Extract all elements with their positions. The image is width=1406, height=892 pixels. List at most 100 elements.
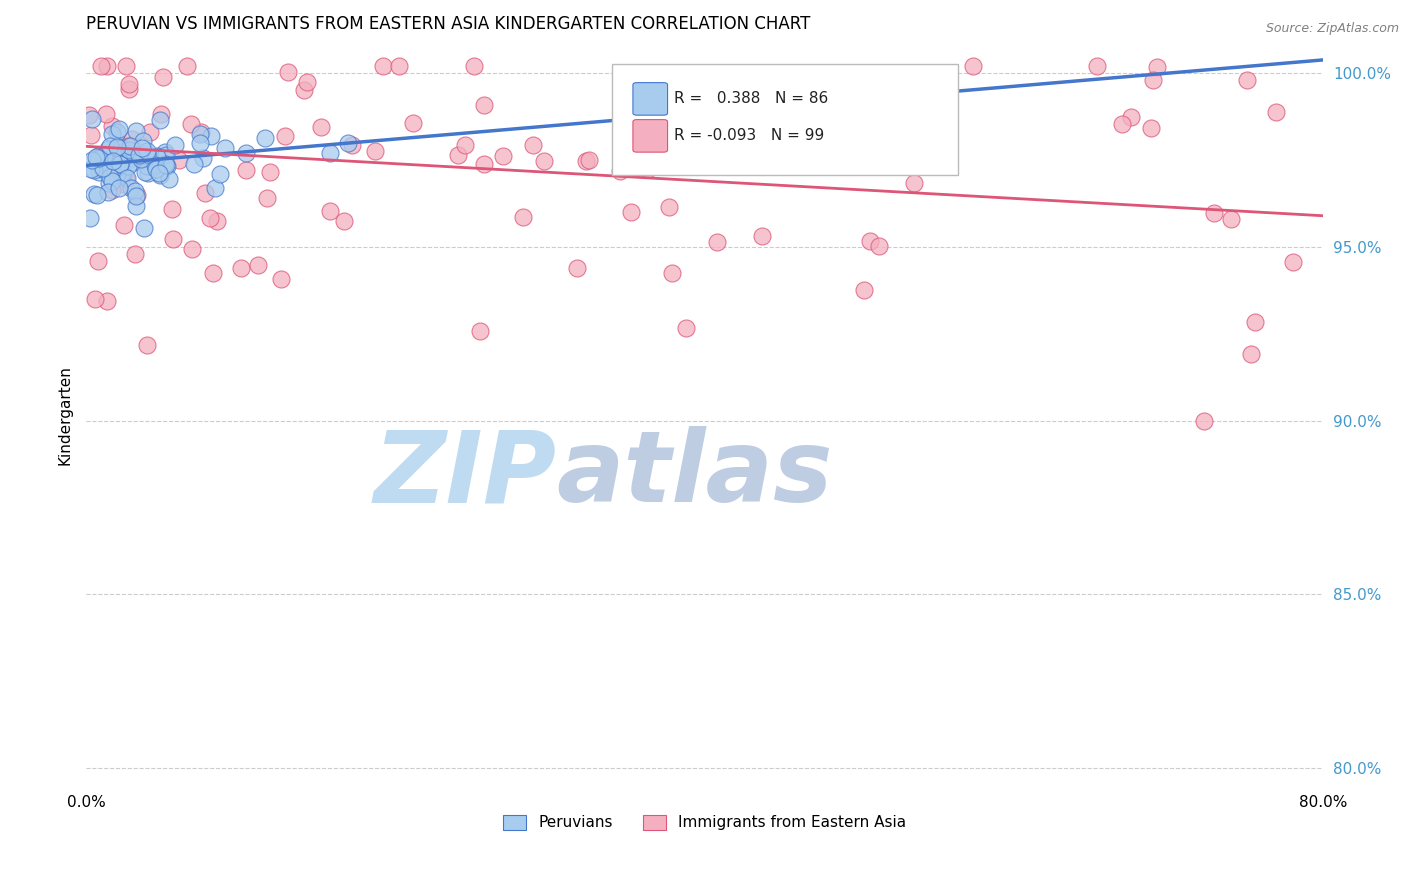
Point xyxy=(202,266,225,280)
Point xyxy=(533,154,555,169)
Point xyxy=(149,113,172,128)
Point xyxy=(129,153,152,167)
Point xyxy=(859,234,882,248)
Point xyxy=(118,143,141,157)
Point xyxy=(120,180,142,194)
Point xyxy=(96,294,118,309)
Point xyxy=(118,82,141,96)
Point xyxy=(235,163,257,178)
Point xyxy=(463,60,485,74)
Point xyxy=(120,139,142,153)
Point xyxy=(93,149,115,163)
Point xyxy=(153,145,176,160)
Point xyxy=(115,170,138,185)
Point xyxy=(110,157,132,171)
Point xyxy=(146,150,169,164)
Point xyxy=(169,153,191,168)
FancyBboxPatch shape xyxy=(633,83,668,115)
Point xyxy=(235,146,257,161)
Point xyxy=(522,137,544,152)
Point xyxy=(1236,73,1258,87)
Point xyxy=(472,98,495,112)
Point xyxy=(136,149,159,163)
Point xyxy=(229,261,252,276)
Point xyxy=(110,141,132,155)
Point xyxy=(98,170,121,185)
Point xyxy=(868,239,890,253)
Point xyxy=(706,235,728,249)
Point xyxy=(751,229,773,244)
Text: atlas: atlas xyxy=(557,426,832,523)
Point xyxy=(110,157,132,171)
Point xyxy=(122,151,145,165)
Point xyxy=(94,107,117,121)
Point xyxy=(103,153,125,168)
Point xyxy=(150,107,173,121)
Point xyxy=(122,155,145,169)
Point xyxy=(1264,104,1286,119)
Point xyxy=(1220,212,1243,227)
Point xyxy=(620,204,643,219)
Point xyxy=(205,213,228,227)
Point xyxy=(176,60,198,74)
Point xyxy=(125,188,148,202)
Point xyxy=(152,70,174,84)
Point xyxy=(148,166,170,180)
FancyBboxPatch shape xyxy=(633,120,668,153)
Point xyxy=(214,141,236,155)
Point xyxy=(337,136,360,150)
Point xyxy=(204,181,226,195)
Point xyxy=(661,266,683,280)
Point xyxy=(162,232,184,246)
Point xyxy=(253,131,276,145)
Point xyxy=(454,137,477,152)
Point xyxy=(962,60,984,74)
Point xyxy=(658,200,681,214)
Point xyxy=(118,77,141,91)
Point xyxy=(90,60,112,74)
FancyBboxPatch shape xyxy=(612,64,959,175)
Point xyxy=(105,125,128,139)
Point xyxy=(188,136,211,151)
Point xyxy=(181,243,204,257)
Point xyxy=(165,138,187,153)
Point xyxy=(512,210,534,224)
Point xyxy=(447,148,470,162)
Point xyxy=(145,161,167,176)
Point xyxy=(149,168,172,182)
Point xyxy=(1194,414,1216,428)
Point xyxy=(97,185,120,199)
Point xyxy=(111,167,134,181)
Point xyxy=(105,140,128,154)
Point xyxy=(270,272,292,286)
Point xyxy=(101,183,124,197)
Point xyxy=(98,139,121,153)
Text: R = -0.093   N = 99: R = -0.093 N = 99 xyxy=(673,128,824,144)
Point xyxy=(97,142,120,156)
Point xyxy=(1204,206,1226,220)
Point xyxy=(155,157,177,171)
Point xyxy=(104,160,127,174)
Point xyxy=(112,177,135,191)
Point xyxy=(135,159,157,173)
Point xyxy=(117,138,139,153)
Point xyxy=(101,174,124,188)
Y-axis label: Kindergarten: Kindergarten xyxy=(58,366,72,466)
Point xyxy=(134,165,156,179)
Point xyxy=(1111,117,1133,131)
Point xyxy=(190,125,212,139)
Point xyxy=(675,321,697,335)
Point xyxy=(87,165,110,179)
Point xyxy=(103,163,125,178)
Point xyxy=(96,60,118,74)
Point xyxy=(80,161,103,176)
Point xyxy=(609,163,631,178)
Point xyxy=(143,158,166,172)
Point xyxy=(474,156,496,170)
Point xyxy=(79,211,101,226)
Point xyxy=(318,204,340,219)
Point xyxy=(319,145,342,160)
Point xyxy=(115,60,138,74)
Point xyxy=(903,176,925,190)
Point xyxy=(1146,61,1168,75)
